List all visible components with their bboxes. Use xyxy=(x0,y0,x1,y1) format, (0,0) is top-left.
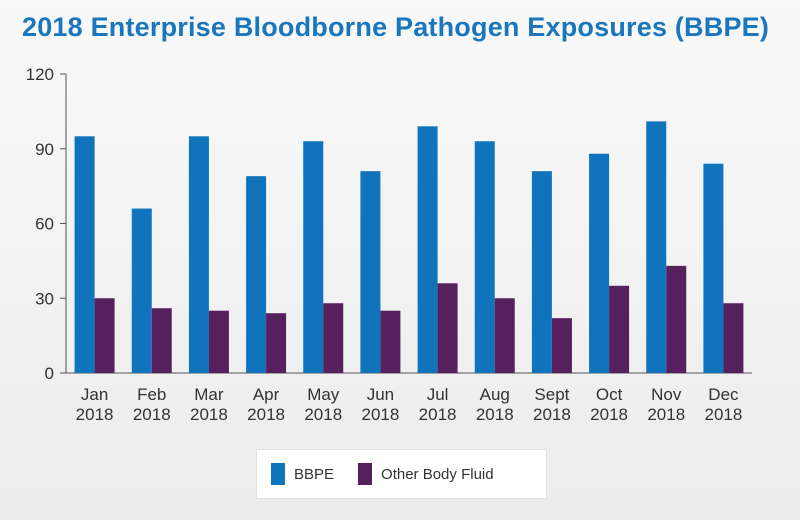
bar-other-body-fluid-nov xyxy=(666,265,687,373)
bar-other-body-fluid-jun xyxy=(380,310,401,373)
bar-other-body-fluid-feb xyxy=(151,308,172,373)
x-tick-label-year: 2018 xyxy=(533,405,571,424)
x-tick-label-month: Dec xyxy=(708,385,739,404)
x-tick-label-year: 2018 xyxy=(247,405,285,424)
x-tick-label: Jan 2018 xyxy=(76,385,114,424)
x-tick-label-month: Sept xyxy=(534,385,569,404)
bar-other-body-fluid-jul xyxy=(437,283,458,373)
chart-title: 2018 Enterprise Bloodborne Pathogen Expo… xyxy=(22,12,770,42)
x-tick-label-year: 2018 xyxy=(647,405,685,424)
x-tick-label-year: 2018 xyxy=(133,405,171,424)
legend-item-other-body-fluid: Other Body Fluid xyxy=(358,463,494,485)
x-tick-label-month: Oct xyxy=(596,385,623,404)
x-tick-label: Feb 2018 xyxy=(133,385,171,424)
x-tick-label-year: 2018 xyxy=(76,405,114,424)
bar-other-body-fluid-mar xyxy=(208,310,229,373)
bar-bbpe-jan xyxy=(74,136,95,373)
y-tick-label: 120 xyxy=(26,65,54,84)
x-tick-label-month: Jul xyxy=(427,385,449,404)
x-tick-label: May 2018 xyxy=(304,385,342,424)
bar-other-body-fluid-aug xyxy=(494,298,515,373)
bar-bbpe-feb xyxy=(131,208,152,373)
y-tick-label: 30 xyxy=(35,289,54,308)
x-tick-label-year: 2018 xyxy=(362,405,400,424)
y-tick-label: 0 xyxy=(45,364,54,383)
bar-other-body-fluid-sept xyxy=(551,318,572,373)
bar-bbpe-jul xyxy=(417,126,438,373)
x-tick-label-year: 2018 xyxy=(190,405,228,424)
x-tick-label-month: Feb xyxy=(137,385,166,404)
bar-bbpe-dec xyxy=(703,163,724,373)
x-tick-label: Jun 2018 xyxy=(362,385,400,424)
x-tick-label-year: 2018 xyxy=(590,405,628,424)
legend-label-other-body-fluid: Other Body Fluid xyxy=(381,465,494,483)
bar-other-body-fluid-apr xyxy=(266,313,287,373)
bar-bbpe-apr xyxy=(246,176,267,373)
bar-bbpe-oct xyxy=(589,153,610,373)
legend-swatch-other-body-fluid xyxy=(358,463,373,485)
bar-other-body-fluid-may xyxy=(323,303,344,373)
bar-bbpe-jun xyxy=(360,171,381,373)
x-tick-label-month: Jun xyxy=(367,385,394,404)
x-tick-label-month: May xyxy=(307,385,340,404)
legend: BBPE Other Body Fluid xyxy=(256,449,547,499)
x-tick-label: Mar 2018 xyxy=(190,385,228,424)
x-tick-label: Dec 2018 xyxy=(705,385,743,424)
x-tick-label: Apr 2018 xyxy=(247,385,285,424)
bars xyxy=(74,121,744,373)
y-tick-label: 60 xyxy=(35,215,54,234)
y-tick-label: 90 xyxy=(35,140,54,159)
x-tick-label: Jul 2018 xyxy=(419,385,457,424)
x-tick-label: Sept 2018 xyxy=(533,385,571,424)
x-tick-label: Oct 2018 xyxy=(590,385,628,424)
bar-bbpe-sept xyxy=(531,171,552,373)
x-tick-label: Aug 2018 xyxy=(476,385,514,424)
y-axis: 0 30 60 90 120 xyxy=(26,65,67,383)
bar-other-body-fluid-dec xyxy=(723,303,744,373)
x-tick-label-month: Nov xyxy=(651,385,682,404)
legend-swatch-bbpe xyxy=(271,463,285,485)
bar-bbpe-mar xyxy=(188,136,209,373)
x-tick-label-year: 2018 xyxy=(476,405,514,424)
x-tick-label-month: Apr xyxy=(253,385,280,404)
x-tick-label-year: 2018 xyxy=(705,405,743,424)
x-tick-label: Nov 2018 xyxy=(647,385,685,424)
x-tick-label-month: Aug xyxy=(480,385,510,404)
bar-bbpe-may xyxy=(303,141,324,373)
x-tick-label-year: 2018 xyxy=(304,405,342,424)
bar-bbpe-nov xyxy=(646,121,667,373)
bar-other-body-fluid-jan xyxy=(94,298,115,373)
x-tick-label-year: 2018 xyxy=(419,405,457,424)
bar-bbpe-aug xyxy=(474,141,495,373)
legend-item-bbpe: BBPE xyxy=(271,463,334,485)
x-tick-label-month: Jan xyxy=(81,385,108,404)
bar-other-body-fluid-oct xyxy=(609,285,630,373)
legend-label-bbpe: BBPE xyxy=(294,465,335,483)
x-tick-label-month: Mar xyxy=(194,385,224,404)
